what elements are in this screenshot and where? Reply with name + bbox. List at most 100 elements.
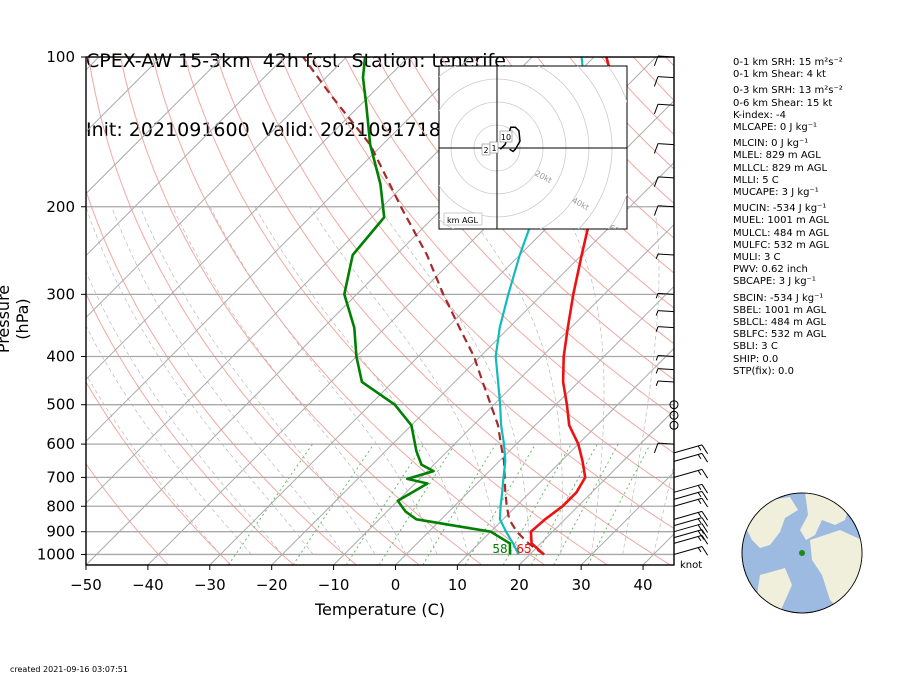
isotherm [518, 409, 674, 565]
wind-barb [673, 468, 709, 479]
x-axis-label: Temperature (C) [314, 600, 446, 619]
wind-barb [673, 452, 709, 463]
barb-half-flag [697, 470, 702, 476]
wind-barb [673, 523, 709, 534]
isotherm [271, 161, 674, 565]
isotherm [86, 57, 285, 257]
dry-adiabat [86, 462, 169, 565]
barb-flag [653, 104, 659, 115]
x-tick-label: −50 [70, 576, 102, 594]
wind-barb [673, 545, 709, 556]
barb-flag [653, 205, 659, 216]
dry-adiabat [665, 57, 674, 67]
barb-staff [673, 497, 703, 507]
station-marker [799, 550, 805, 556]
wind-barb [653, 205, 675, 216]
barb-staff [673, 468, 703, 478]
wind-barb [673, 483, 709, 494]
moist-adiabat [172, 206, 407, 555]
wind-barb [655, 380, 675, 387]
barb-half-flag [655, 253, 659, 260]
wind-unit-label: knot [680, 560, 703, 571]
barb-staff [673, 534, 703, 544]
mixing-ratio-line [227, 443, 314, 565]
dry-adiabat [86, 292, 295, 565]
barb-flag [701, 535, 709, 545]
dry-adiabat [440, 57, 674, 309]
x-tick-label: 40 [634, 576, 653, 594]
y-tick-label: 300 [46, 285, 75, 303]
dry-adiabat [120, 57, 483, 565]
barb-flag [701, 484, 709, 494]
x-tick-label: −40 [132, 576, 164, 594]
stat-line: SBCIN: -534 J kg⁻¹ [733, 292, 824, 304]
stat-line: PWV: 0.62 inch [733, 264, 808, 276]
barb-staff [657, 205, 675, 208]
barb-half-flag [655, 326, 659, 332]
stat-line: SBLCL: 484 m AGL [733, 317, 827, 329]
barb-flag [653, 55, 659, 66]
wind-barb [673, 534, 709, 545]
globe-outline [741, 492, 863, 614]
isotherm [86, 57, 409, 381]
dry-adiabat [184, 57, 608, 565]
calm-circle [669, 420, 679, 430]
barb-staff [657, 143, 675, 146]
isotherm [395, 285, 674, 565]
y-tick-label: 900 [46, 523, 75, 541]
wind-barb [655, 292, 675, 299]
barb-half-flag [697, 536, 702, 542]
barb-flag [653, 176, 659, 187]
surface-temperature-label: 65 [516, 542, 531, 556]
dry-adiabat [86, 189, 357, 565]
stat-line: MUCIN: -534 J kg⁻¹ [733, 203, 827, 215]
plot-frame [85, 56, 675, 566]
barb-staff [657, 355, 675, 357]
barb-flag [701, 453, 709, 463]
isotherm [86, 57, 471, 442]
dry-adiabat [601, 57, 674, 136]
barb-flag [701, 523, 709, 533]
hodograph-ring-label: 80kt [645, 250, 665, 266]
y-tick-label: 1000 [37, 545, 75, 563]
stat-line: MLCAPE: 0 J kg⁻¹ [733, 122, 818, 134]
stat-line: MLEL: 829 m AGL [733, 150, 821, 162]
dry-adiabat [472, 57, 674, 274]
wind-barb [669, 410, 679, 420]
dry-adiabat [698, 57, 906, 565]
wind-barb [673, 517, 709, 527]
x-tick-label: 20 [510, 576, 529, 594]
stat-line: SHIP: 0.0 [733, 353, 779, 365]
barb-staff [657, 380, 675, 383]
moist-adiabat [622, 206, 660, 555]
wind-barb [655, 355, 675, 361]
barb-staff [657, 368, 675, 371]
wind-barb [653, 143, 675, 154]
barb-half-flag [697, 512, 702, 518]
dry-adiabat [376, 57, 674, 381]
moist-adiabat [562, 206, 605, 555]
stat-line: K-index: -4 [733, 109, 786, 121]
stat-line: MLLCL: 829 m AGL [733, 162, 828, 174]
moist-adiabat [378, 206, 531, 555]
stat-line: MULCL: 484 m AGL [733, 227, 829, 239]
barb-staff [657, 253, 675, 256]
hodograph-unit-label: km AGL [447, 216, 479, 225]
hodograph-height-label: 2 [483, 146, 488, 155]
stat-line: MUCAPE: 3 J kg⁻¹ [733, 187, 819, 199]
calm-circle [669, 410, 679, 420]
barb-staff [673, 545, 703, 555]
stat-line: MLLI: 5 C [733, 174, 779, 186]
barb-staff [673, 529, 703, 539]
stat-line: SBLFC: 532 m AGL [733, 329, 827, 341]
barb-staff [673, 510, 703, 520]
dewpoint-profile [343, 57, 512, 555]
x-tick-label: −20 [256, 576, 288, 594]
calm-circle [669, 400, 679, 410]
moist-adiabat [86, 206, 314, 555]
wind-barb [653, 76, 675, 87]
isotherm [457, 347, 674, 565]
barb-staff [673, 490, 703, 500]
